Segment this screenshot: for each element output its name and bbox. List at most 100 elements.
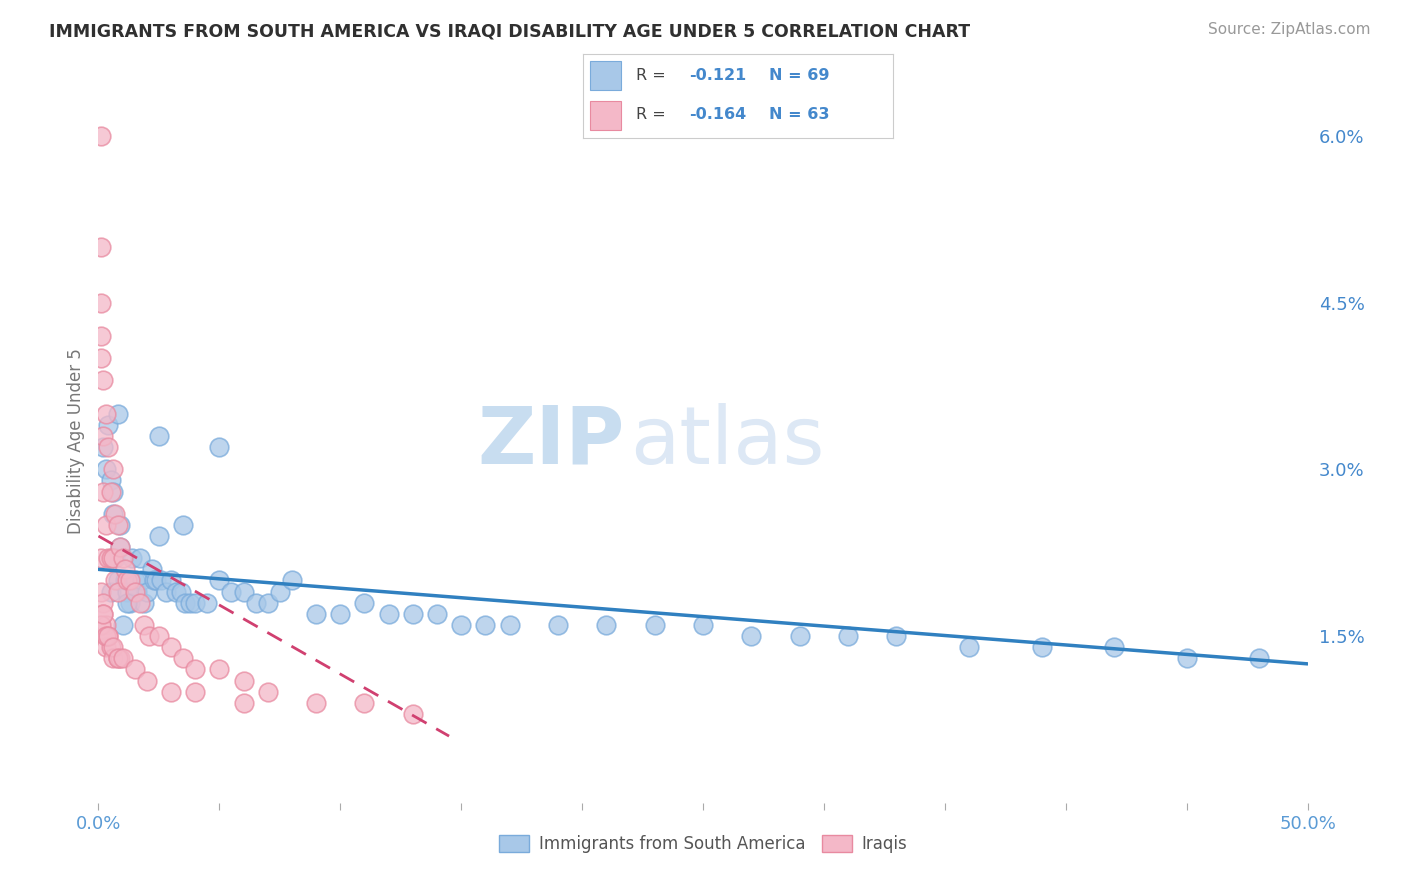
Point [124, 574, 146, 588]
Point [128, 551, 150, 566]
Point [94, 629, 117, 643]
Point [90, 128, 112, 143]
Point [353, 596, 375, 610]
Point [169, 584, 191, 599]
Text: -0.164: -0.164 [689, 107, 747, 122]
Point [111, 651, 134, 665]
Point [91, 373, 114, 387]
Text: ZIP: ZIP [477, 402, 624, 481]
Point [155, 584, 177, 599]
Text: N = 63: N = 63 [769, 107, 830, 122]
Point [101, 507, 124, 521]
Point [107, 407, 129, 421]
Point [160, 574, 183, 588]
Point [108, 540, 131, 554]
Point [107, 651, 129, 665]
Point [91, 484, 114, 499]
Point [305, 696, 328, 710]
Point [208, 440, 231, 454]
Point [148, 429, 170, 443]
Point [1102, 640, 1125, 655]
Text: R =: R = [636, 107, 666, 122]
Point [143, 574, 166, 588]
Point [148, 629, 170, 643]
Point [100, 484, 122, 499]
Point [135, 673, 157, 688]
Point [97, 440, 120, 454]
Point [107, 574, 129, 588]
Point [94, 462, 117, 476]
Point [100, 551, 122, 566]
Point [131, 574, 153, 588]
Point [91, 607, 114, 621]
Point [91, 429, 114, 443]
Point [547, 618, 569, 632]
Text: R =: R = [636, 68, 666, 83]
Point [150, 574, 173, 588]
Point [107, 651, 129, 665]
Point [145, 574, 167, 588]
Point [104, 551, 127, 566]
Point [104, 574, 127, 588]
Point [134, 618, 156, 632]
Point [100, 584, 122, 599]
Point [90, 295, 112, 310]
Point [97, 629, 120, 643]
Point [107, 584, 129, 599]
Point [108, 517, 131, 532]
Point [329, 607, 352, 621]
Point [127, 584, 149, 599]
Point [101, 484, 124, 499]
Point [474, 618, 496, 632]
Point [97, 551, 120, 566]
Point [101, 551, 124, 566]
Point [377, 607, 399, 621]
Point [232, 696, 254, 710]
Point [1249, 651, 1271, 665]
Point [118, 596, 141, 610]
Point [124, 584, 146, 599]
Point [117, 574, 139, 588]
Point [184, 662, 207, 676]
Point [100, 640, 122, 655]
Point [644, 618, 666, 632]
Point [117, 584, 139, 599]
Point [101, 640, 124, 655]
Point [1031, 640, 1053, 655]
Point [245, 596, 267, 610]
Bar [589, 62, 620, 90]
Point [134, 596, 156, 610]
Point [172, 651, 194, 665]
Point [740, 629, 762, 643]
Point [107, 517, 129, 532]
Point [208, 574, 231, 588]
Point [232, 584, 254, 599]
Point [90, 618, 112, 632]
Point [450, 618, 472, 632]
Point [886, 629, 908, 643]
Text: N = 69: N = 69 [769, 68, 830, 83]
Point [208, 662, 231, 676]
Point [402, 607, 425, 621]
Point [91, 440, 114, 454]
Text: IMMIGRANTS FROM SOUTH AMERICA VS IRAQI DISABILITY AGE UNDER 5 CORRELATION CHART: IMMIGRANTS FROM SOUTH AMERICA VS IRAQI D… [49, 22, 970, 40]
Point [114, 574, 136, 588]
Point [256, 596, 278, 610]
Y-axis label: Disability Age Under 5: Disability Age Under 5 [66, 349, 84, 534]
Text: Source: ZipAtlas.com: Source: ZipAtlas.com [1208, 22, 1371, 37]
Point [111, 551, 134, 566]
Point [353, 696, 375, 710]
Point [94, 517, 117, 532]
Point [135, 584, 157, 599]
Point [165, 584, 187, 599]
Point [111, 618, 134, 632]
Point [97, 417, 120, 432]
Point [957, 640, 980, 655]
Point [94, 629, 117, 643]
Point [595, 618, 617, 632]
Point [837, 629, 859, 643]
Point [305, 607, 328, 621]
Point [97, 629, 120, 643]
Text: atlas: atlas [630, 402, 825, 481]
Point [128, 596, 150, 610]
